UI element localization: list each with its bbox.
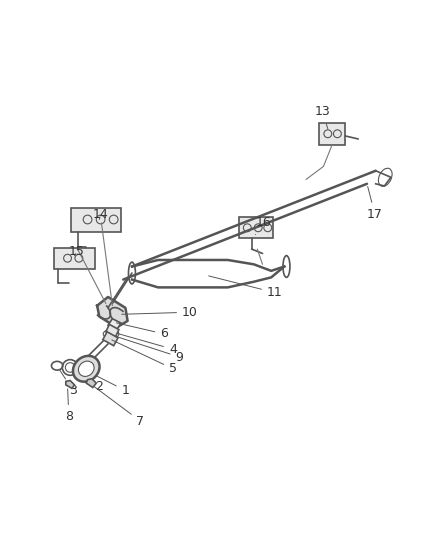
Polygon shape xyxy=(108,319,121,329)
Polygon shape xyxy=(103,332,118,346)
Ellipse shape xyxy=(73,356,99,382)
Text: 10: 10 xyxy=(122,306,198,319)
Ellipse shape xyxy=(78,361,94,376)
Text: 15: 15 xyxy=(69,245,85,258)
Text: 11: 11 xyxy=(208,276,283,299)
Polygon shape xyxy=(106,325,119,337)
Polygon shape xyxy=(97,297,127,327)
Text: 14: 14 xyxy=(93,208,109,221)
FancyBboxPatch shape xyxy=(239,217,273,238)
Text: 13: 13 xyxy=(315,106,331,129)
Text: 1: 1 xyxy=(91,373,129,397)
Text: 4: 4 xyxy=(117,334,177,356)
Text: 7: 7 xyxy=(94,386,144,427)
FancyBboxPatch shape xyxy=(53,248,95,269)
Text: 5: 5 xyxy=(112,340,177,375)
Text: 16: 16 xyxy=(255,216,272,235)
FancyBboxPatch shape xyxy=(71,208,121,232)
Text: 6: 6 xyxy=(117,323,168,341)
FancyBboxPatch shape xyxy=(319,123,345,144)
Text: 17: 17 xyxy=(367,187,383,221)
Text: 9: 9 xyxy=(115,336,184,364)
Text: 3: 3 xyxy=(60,370,77,397)
Text: 2: 2 xyxy=(74,372,103,393)
Text: 8: 8 xyxy=(65,389,73,423)
Polygon shape xyxy=(66,381,74,389)
Polygon shape xyxy=(86,379,96,387)
